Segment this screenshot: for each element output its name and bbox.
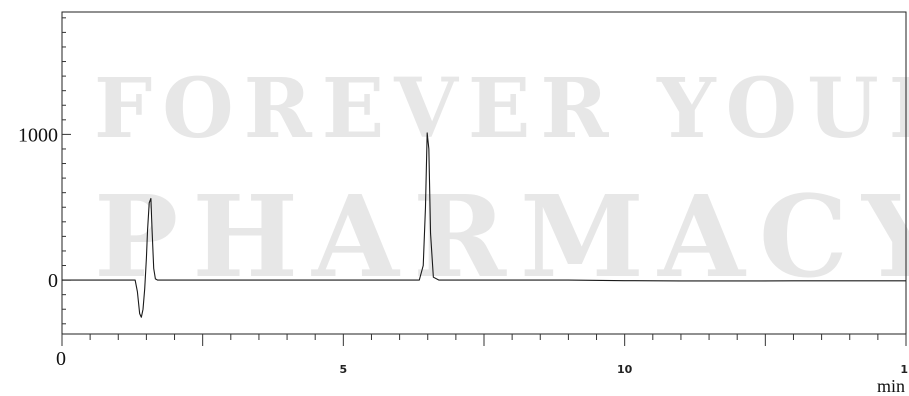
chromatogram-trace-0 (62, 132, 906, 318)
x-tick-label: 1 (900, 363, 908, 376)
y-axis-ticks: 0 1000 (18, 17, 71, 325)
series-layer (62, 132, 906, 318)
y-tick-label: 1000 (18, 124, 58, 146)
x-axis-ticks: 0 5 10 1 (56, 334, 908, 376)
x-tick-label: 0 (56, 348, 66, 370)
x-tick-label: 10 (617, 363, 633, 376)
watermark-line1: FOREVER YOUR (94, 61, 909, 157)
y-tick-label: 0 (48, 270, 58, 292)
x-tick-label: 5 (340, 363, 348, 376)
x-axis-unit-label: min (877, 376, 905, 396)
watermark: FOREVER YOUR PHARMACY (94, 61, 909, 303)
watermark-line2: PHARMACY (94, 172, 909, 303)
